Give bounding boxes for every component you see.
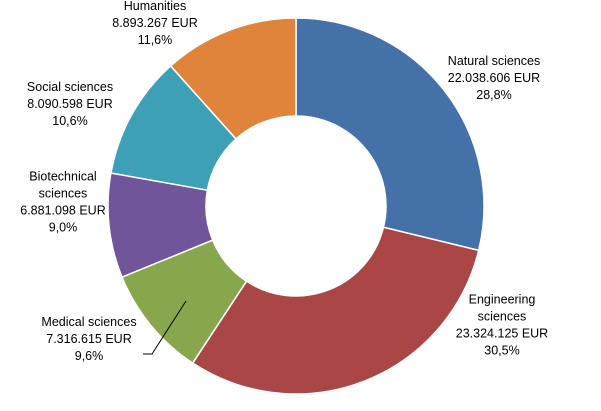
label-natural-sciences: Natural sciences 22.038.606 EUR 28,8% (448, 54, 540, 102)
label-humanities: Humanities 8.893.267 EUR 11,6% (112, 0, 197, 47)
label-engineering-sciences: Engineering sciences 23.324.125 EUR 30,5% (456, 293, 548, 358)
donut-slices (107, 17, 485, 395)
slice-engineering-sciences (191, 226, 480, 395)
label-social-sciences: Social sciences 8.090.598 EUR 10,6% (27, 80, 113, 128)
slice-labels: Natural sciences 22.038.606 EUR 28,8% Engin… (20, 0, 548, 363)
slice-humanities (169, 17, 297, 140)
leader-line-medical-sciences (143, 300, 187, 355)
slice-natural-sciences (295, 17, 485, 252)
label-medical-sciences: Medical sciences 7.316.615 EUR 9,6% (41, 315, 136, 363)
label-biotechnical-sciences: Biotechnical sciences 6.881.098 EUR 9,0% (20, 170, 105, 235)
